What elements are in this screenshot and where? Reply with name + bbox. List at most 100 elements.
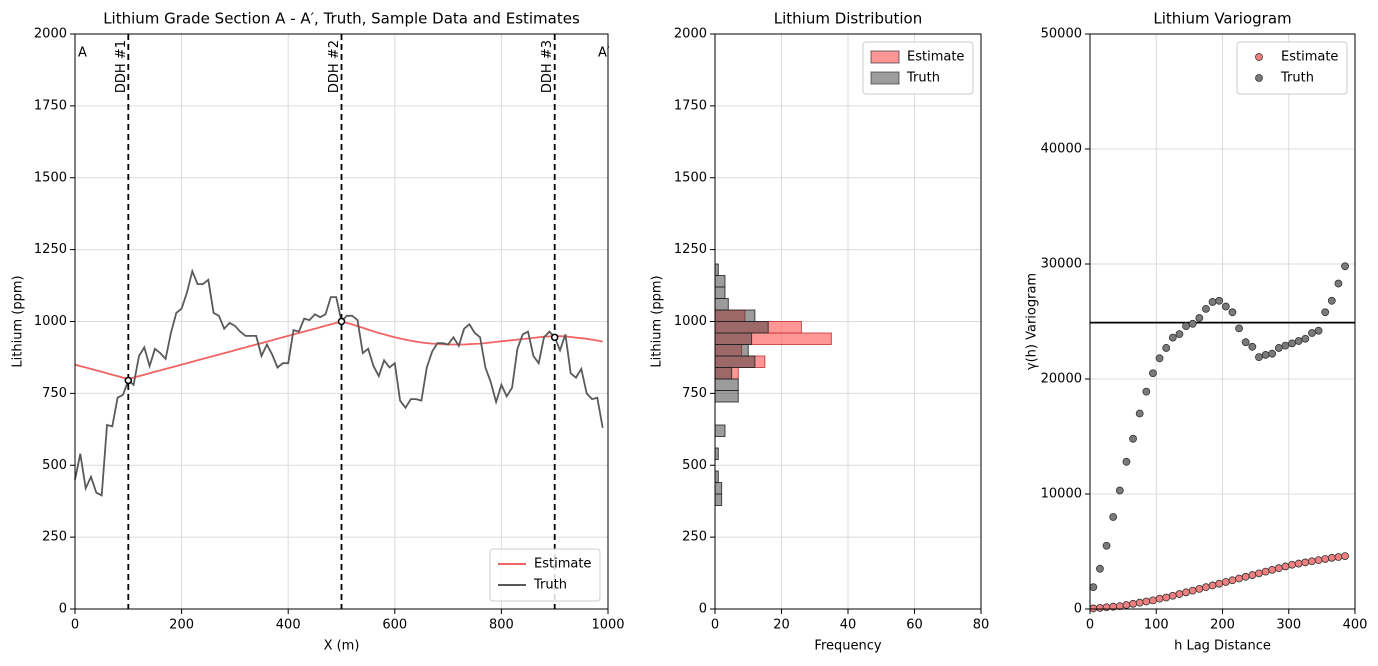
scatter-point: [1122, 457, 1131, 466]
scatter-point: [1301, 334, 1310, 343]
scatter-point: [1149, 596, 1157, 605]
scatter-point: [1175, 590, 1184, 598]
x-tick-label: 40: [840, 618, 857, 633]
x-axis-label: Frequency: [814, 639, 881, 654]
x-tick-label: 0: [1086, 618, 1094, 633]
x-tick-label: 80: [973, 618, 990, 633]
histogram-bar: [714, 378, 739, 391]
scatter-point: [1208, 581, 1217, 590]
scatter-point: [1308, 557, 1316, 566]
scatter-point: [1202, 304, 1210, 313]
scatter-point: [1089, 604, 1098, 613]
scatter-point: [1162, 344, 1171, 352]
scatter-point: [1341, 552, 1349, 560]
histogram-bar: [714, 355, 756, 368]
annotation: A: [78, 46, 87, 61]
scatter-point: [1261, 567, 1270, 576]
y-tick-label: 0: [1074, 602, 1082, 617]
y-axis-label: Lithium (ppm): [11, 275, 26, 367]
scatter-point: [1327, 553, 1336, 562]
chart-title: Lithium Distribution: [774, 10, 922, 28]
y-tick-label: 250: [42, 530, 67, 545]
plot-frame: [1089, 33, 1356, 610]
legend-swatch: [870, 50, 900, 64]
x-tick-label: 20: [773, 618, 790, 633]
scatter-point: [1281, 562, 1290, 571]
scatter-point: [1129, 599, 1137, 608]
legend-swatch: [1255, 74, 1263, 82]
scatter-point: [1096, 603, 1104, 612]
scatter-point: [1314, 556, 1323, 565]
scatter-point: [1149, 369, 1157, 378]
scatter-point: [1235, 574, 1243, 583]
y-tick-label: 40000: [1041, 142, 1082, 157]
plot-frame: [74, 33, 609, 610]
y-tick-label: 1250: [34, 242, 67, 257]
scatter-point: [1241, 572, 1250, 581]
scatter-point: [1281, 341, 1290, 350]
sample-point: [124, 376, 133, 385]
plot-frame: [714, 33, 982, 610]
x-axis-label: X (m): [324, 639, 360, 654]
y-tick-label: 30000: [1041, 257, 1082, 272]
scatter-point: [1321, 308, 1330, 317]
y-tick-label: 1500: [34, 170, 67, 185]
histogram-bar: [714, 298, 729, 311]
y-tick-label: 1750: [674, 98, 707, 113]
histogram-bar: [714, 344, 749, 357]
scatter-point: [1314, 326, 1323, 335]
scatter-point: [1135, 598, 1144, 607]
y-tick-label: 1000: [674, 314, 707, 329]
x-tick-label: 200: [1210, 618, 1235, 633]
histogram-bar: [714, 424, 726, 437]
y-tick-label: 500: [682, 458, 707, 473]
scatter-point: [1215, 296, 1224, 305]
sample-point: [337, 317, 346, 326]
legend-label: Truth: [1280, 71, 1314, 86]
scatter-point: [1255, 569, 1263, 578]
scatter-point: [1294, 559, 1303, 568]
scatter-point: [1182, 588, 1190, 597]
scatter-point: [1228, 576, 1237, 585]
x-tick-label: 0: [711, 618, 719, 633]
scatter-point: [1308, 329, 1316, 337]
scatter-point: [1274, 344, 1283, 352]
scatter-point: [1155, 354, 1164, 363]
scatter-point: [1175, 330, 1184, 339]
scatter-point: [1255, 353, 1263, 362]
scatter-point: [1089, 583, 1098, 592]
scatter-point: [1274, 564, 1283, 573]
scatter-point: [1188, 319, 1197, 328]
y-tick-label: 2000: [34, 27, 67, 42]
histogram-bar: [714, 390, 739, 403]
scatter-point: [1208, 298, 1217, 306]
legend-label: Estimate: [1281, 50, 1338, 65]
histogram-bar: [714, 321, 769, 334]
y-tick-label: 0: [59, 602, 67, 617]
scatter-point: [1115, 486, 1124, 495]
y-tick-label: 250: [682, 530, 707, 545]
scatter-point: [1341, 262, 1349, 271]
y-tick-label: 50000: [1041, 27, 1082, 42]
histogram-bar: [714, 332, 753, 345]
x-axis-label: h Lag Distance: [1174, 639, 1271, 654]
y-tick-label: 500: [42, 458, 67, 473]
scatter-point: [1248, 342, 1257, 351]
histogram-bar: [714, 275, 726, 288]
scatter-point: [1102, 541, 1111, 550]
y-tick-label: 1250: [674, 242, 707, 257]
scatter-point: [1288, 560, 1296, 569]
chart-title: Lithium Grade Section A - A′, Truth, Sam…: [103, 10, 580, 28]
y-tick-label: 2000: [674, 27, 707, 42]
scatter-point: [1221, 302, 1230, 311]
scatter-point: [1248, 571, 1257, 579]
histogram-bar: [714, 367, 733, 380]
scatter-point: [1327, 296, 1336, 305]
scatter-point: [1268, 349, 1277, 358]
scatter-point: [1142, 387, 1151, 396]
x-tick-label: 800: [489, 618, 514, 633]
x-tick-label: 600: [382, 618, 407, 633]
scatter-point: [1182, 322, 1190, 331]
scatter-point: [1188, 586, 1197, 595]
